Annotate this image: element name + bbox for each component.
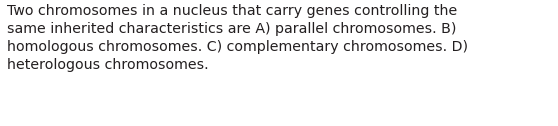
Text: Two chromosomes in a nucleus that carry genes controlling the
same inherited cha: Two chromosomes in a nucleus that carry … bbox=[7, 4, 468, 72]
